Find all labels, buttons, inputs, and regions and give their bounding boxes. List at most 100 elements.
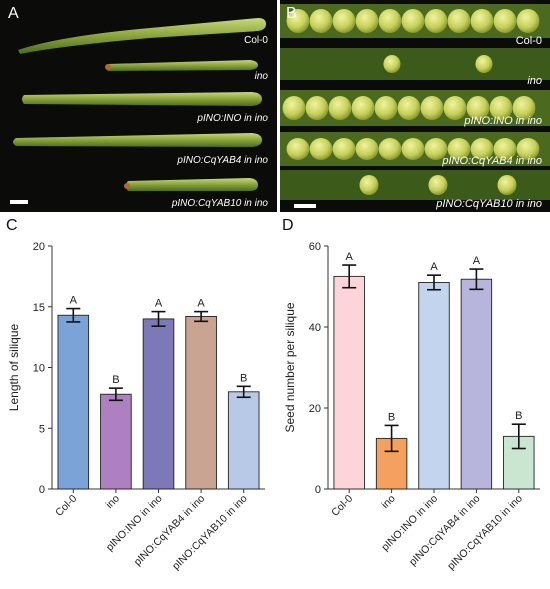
bar-2 bbox=[418, 281, 450, 490]
seed bbox=[470, 138, 494, 160]
seed bbox=[512, 96, 536, 120]
seed-row bbox=[383, 55, 493, 73]
significance-label: A bbox=[70, 295, 78, 307]
seed bbox=[420, 96, 444, 120]
seed bbox=[497, 175, 517, 195]
seed-row bbox=[282, 96, 536, 120]
photo-panel-b: B Col-0 ino pINO:INO in ino pINO:CqYAB4 … bbox=[280, 0, 550, 212]
strip-ino bbox=[280, 48, 550, 80]
seed bbox=[355, 9, 379, 33]
photo-b-label-1: ino bbox=[527, 75, 542, 87]
seed bbox=[516, 9, 540, 33]
y-tick-label: 5 bbox=[39, 423, 45, 435]
seed bbox=[447, 9, 471, 33]
photo-b-label-0: Col-0 bbox=[516, 35, 542, 47]
significance-label: A bbox=[346, 251, 354, 263]
silique-ino bbox=[106, 60, 258, 71]
seed bbox=[383, 55, 401, 73]
seed bbox=[470, 9, 494, 33]
seed bbox=[401, 9, 425, 33]
bar-4 bbox=[227, 391, 260, 490]
seed-row bbox=[286, 138, 540, 160]
bar-0 bbox=[57, 314, 90, 490]
significance-label: B bbox=[388, 411, 395, 423]
seed bbox=[401, 138, 425, 160]
photo-a-label-0: Col-0 bbox=[244, 35, 268, 46]
y-tick-label: 20 bbox=[33, 241, 45, 253]
seed bbox=[351, 96, 375, 120]
x-tick-label: ino bbox=[104, 493, 123, 512]
y-tick-label: 40 bbox=[309, 322, 321, 334]
seed bbox=[359, 175, 379, 195]
x-tick-label: pINO:CqYAB4 in ino bbox=[132, 493, 208, 569]
y-tick-label: 60 bbox=[309, 241, 321, 253]
y-tick-label: 0 bbox=[315, 484, 321, 496]
silique-photo-a: A Col-0 ino pINO:INO in ino pINO:CqYAB4 … bbox=[0, 0, 277, 212]
seed bbox=[305, 96, 329, 120]
seed bbox=[378, 9, 402, 33]
seed bbox=[328, 96, 352, 120]
seed bbox=[443, 96, 467, 120]
seed bbox=[428, 175, 448, 195]
bar-3 bbox=[185, 316, 217, 490]
photo-a-label-2: pINO:INO in ino bbox=[196, 113, 268, 124]
panel-letter-a: A bbox=[8, 5, 19, 22]
significance-label: B bbox=[240, 372, 247, 384]
seed bbox=[286, 138, 310, 160]
significance-label: B bbox=[515, 410, 522, 422]
x-tick-label: pINO:CqYAB10 in ino bbox=[445, 493, 525, 573]
y-tick-label: 0 bbox=[39, 484, 45, 496]
seed bbox=[378, 138, 402, 160]
y-tick-label: 15 bbox=[33, 302, 45, 314]
seed bbox=[424, 9, 448, 33]
bar-0 bbox=[333, 275, 365, 490]
seed bbox=[466, 96, 490, 120]
photo-b-label-4: pINO:CqYAB10 in ino bbox=[435, 198, 542, 210]
significance-label: B bbox=[112, 374, 119, 386]
y-tick-label: 10 bbox=[33, 363, 45, 375]
photo-b-label-3: pINO:CqYAB4 in ino bbox=[441, 155, 542, 167]
x-tick-label: Col-0 bbox=[53, 493, 79, 519]
y-axis-label: Seed number per silique bbox=[283, 302, 297, 432]
photo-a-label-3: pINO:CqYAB4 in ino bbox=[176, 155, 268, 166]
seed bbox=[424, 138, 448, 160]
seed bbox=[397, 96, 421, 120]
significance-label: A bbox=[155, 298, 163, 310]
photo-a-label-1: ino bbox=[255, 71, 269, 82]
seed bbox=[355, 138, 379, 160]
bar-2 bbox=[142, 318, 175, 490]
photo-panel-a: A Col-0 ino pINO:INO in ino pINO:CqYAB4 … bbox=[0, 0, 277, 212]
panel-letter-c: C bbox=[6, 217, 18, 234]
seed bbox=[286, 9, 310, 33]
seed-row bbox=[286, 9, 540, 33]
photo-b-label-2: pINO:INO in ino bbox=[463, 115, 542, 127]
seed bbox=[309, 138, 333, 160]
significance-label: A bbox=[430, 261, 438, 273]
seed bbox=[493, 138, 517, 160]
y-tick-label: 20 bbox=[309, 403, 321, 415]
scale-bar bbox=[10, 200, 28, 204]
scale-bar-b bbox=[294, 204, 316, 208]
seed bbox=[282, 96, 306, 120]
silique-col0 bbox=[18, 18, 266, 54]
y-axis-label: Length of silique bbox=[7, 323, 21, 411]
panel-letter-d: D bbox=[282, 217, 294, 234]
significance-label: A bbox=[197, 298, 205, 310]
silique-pino-ino bbox=[22, 92, 262, 106]
seed bbox=[475, 55, 493, 73]
significance-label: A bbox=[473, 255, 481, 267]
silique-pino-cqyab4 bbox=[13, 133, 262, 147]
photo-a-label-4: pINO:CqYAB10 in ino bbox=[171, 198, 269, 209]
bar-chart-seed-number: D 0 20 40 60 Seed number per silique A Col-0 Bin… bbox=[282, 217, 540, 573]
seed bbox=[332, 9, 356, 33]
seed-row bbox=[359, 175, 517, 195]
silique-pino-cqyab10 bbox=[126, 178, 258, 191]
x-tick-label: ino bbox=[379, 493, 398, 512]
seed bbox=[332, 138, 356, 160]
x-tick-label: pINO:CqYAB10 in ino bbox=[170, 493, 250, 573]
seed bbox=[374, 96, 398, 120]
x-tick-label: Col-0 bbox=[329, 493, 355, 519]
